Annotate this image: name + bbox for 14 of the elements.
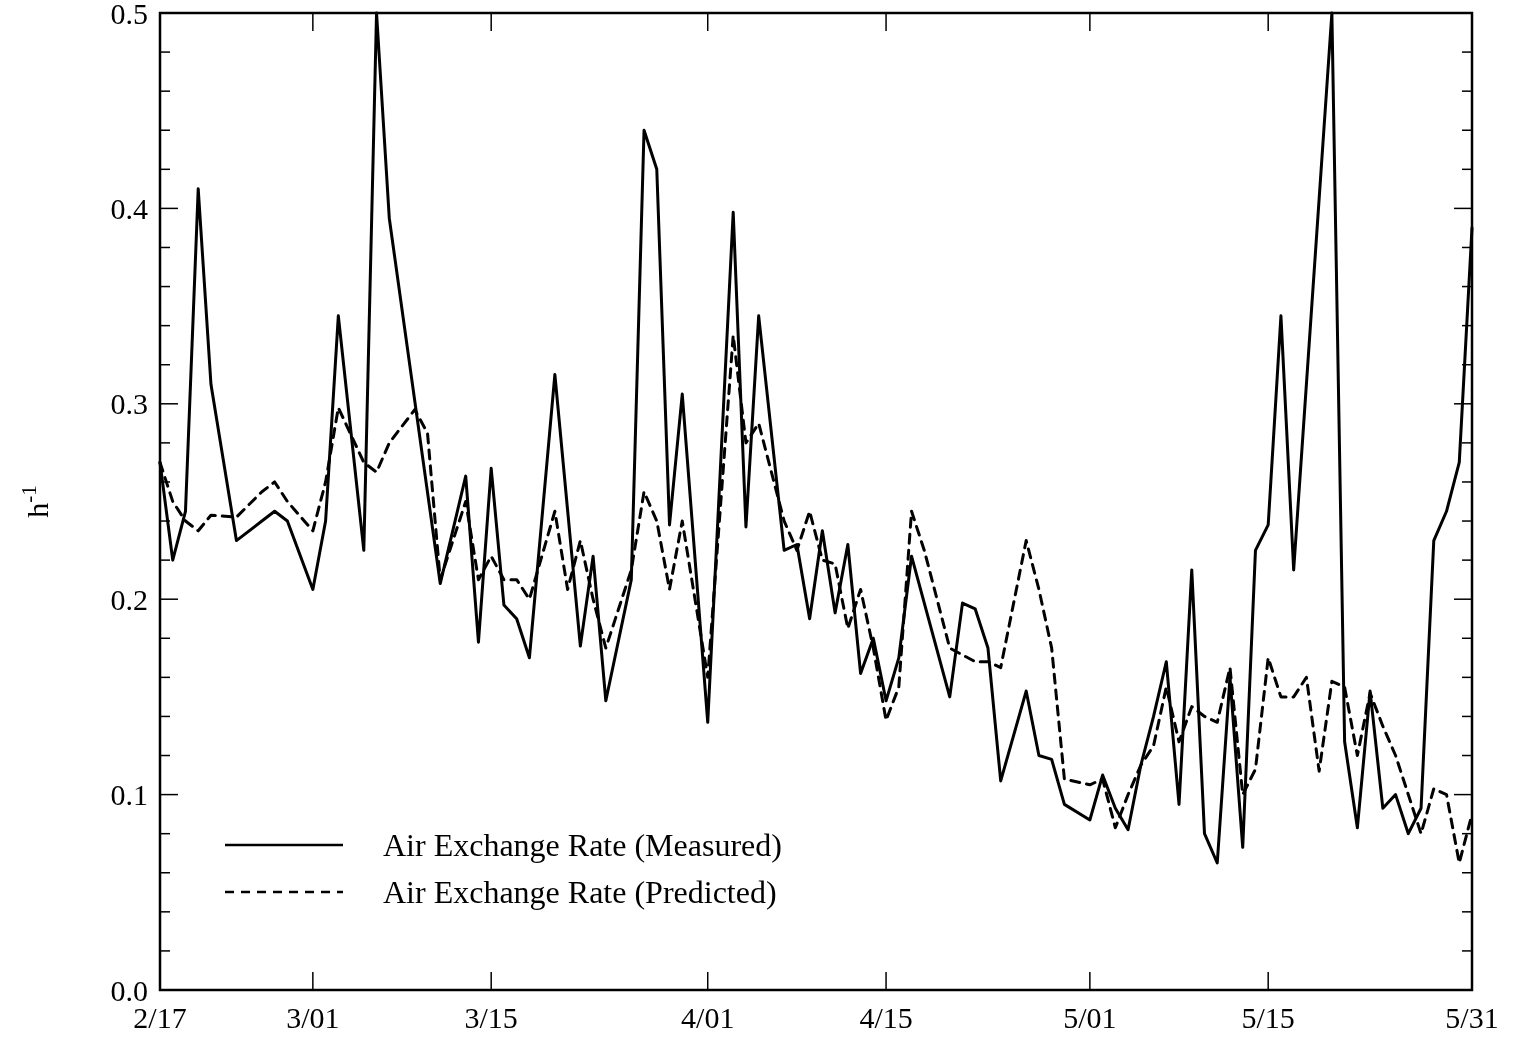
x-tick-label: 5/31: [1445, 1001, 1499, 1034]
y-tick-label: 0.2: [110, 582, 148, 616]
x-tick-label: 5/01: [1063, 1001, 1117, 1034]
y-tick-label: 0.3: [110, 387, 148, 421]
y-tick-label: 0.1: [110, 778, 148, 812]
x-tick-label: 3/01: [286, 1001, 340, 1034]
legend-label: Air Exchange Rate (Predicted): [383, 874, 777, 911]
x-tick-label: 4/01: [681, 1001, 735, 1034]
x-tick-label: 5/15: [1241, 1001, 1295, 1034]
y-tick-label: 0.5: [110, 0, 148, 30]
x-tick-label: 3/15: [464, 1001, 518, 1034]
legend-label: Air Exchange Rate (Measured): [383, 827, 782, 864]
x-tick-label: 4/15: [859, 1001, 913, 1034]
y-tick-label: 0.4: [110, 191, 148, 225]
